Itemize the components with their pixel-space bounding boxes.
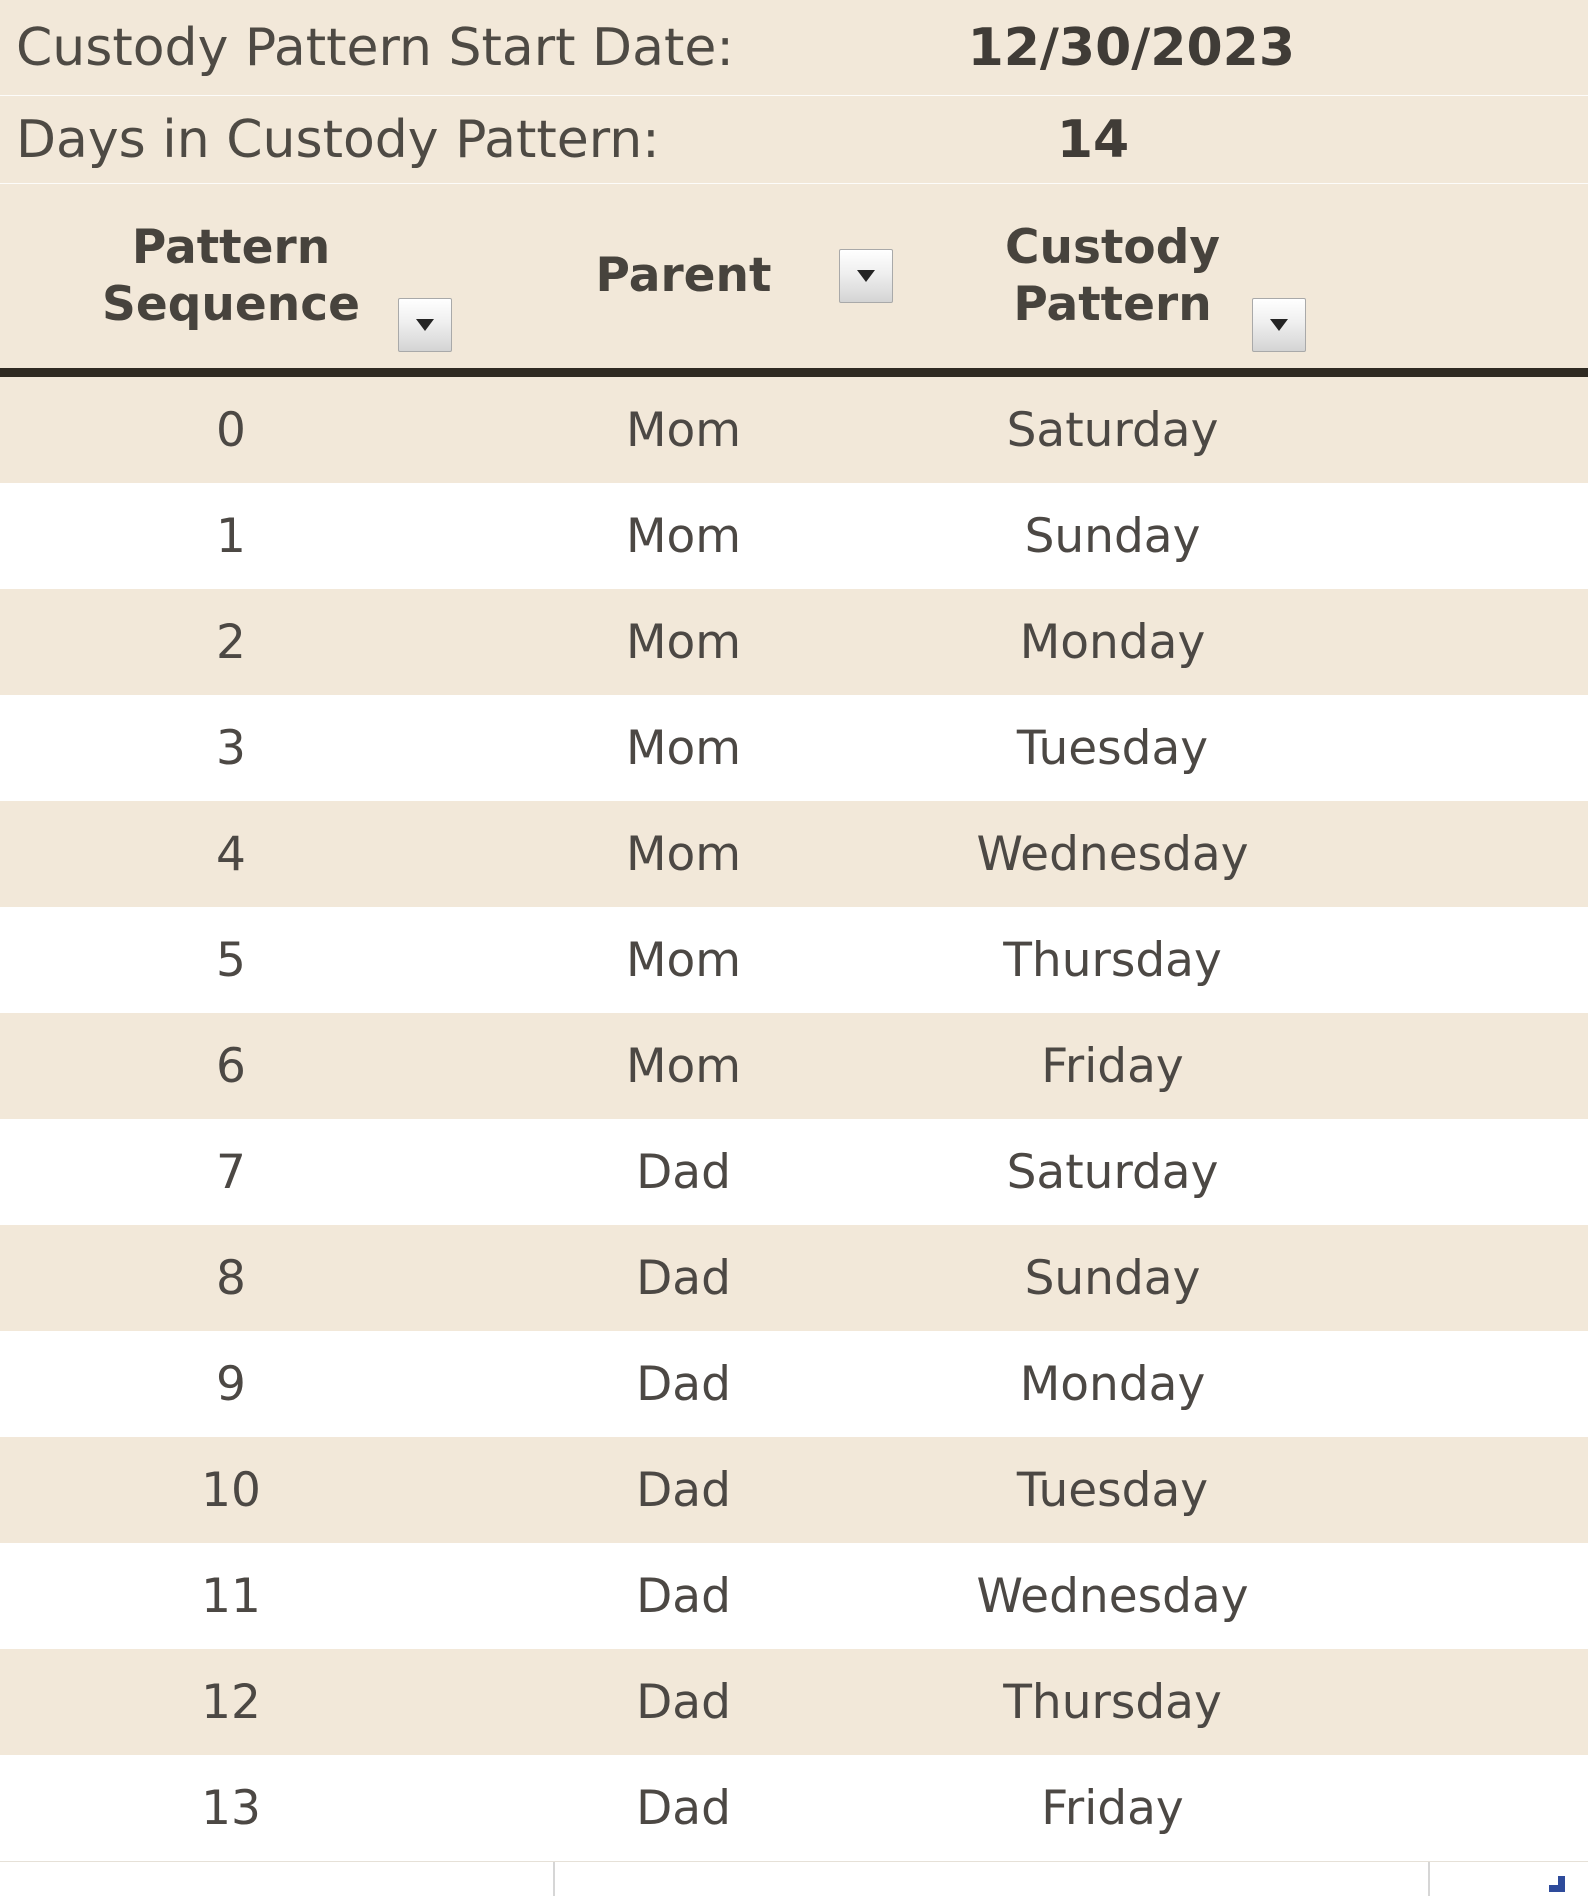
cell-day[interactable]: Monday xyxy=(1019,614,1206,670)
filter-dropdown-arrow-icon xyxy=(857,270,875,282)
cell-parent[interactable]: Mom xyxy=(625,1038,742,1094)
cell-day[interactable]: Thursday xyxy=(1003,932,1222,988)
days-in-pattern-row: Days in Custody Pattern: 14 xyxy=(0,96,1588,184)
cell-day[interactable]: Friday xyxy=(1041,1038,1184,1094)
table-row: 6 Mom Friday xyxy=(0,1013,1588,1119)
table-row: 5 Mom Thursday xyxy=(0,907,1588,1013)
cell-sequence[interactable]: 8 xyxy=(216,1250,246,1306)
column-header-parent: Parent xyxy=(462,184,905,368)
filter-dropdown-arrow-icon xyxy=(416,319,434,331)
cell-day[interactable]: Wednesday xyxy=(976,826,1249,882)
start-date-label: Custody Pattern Start Date: xyxy=(16,17,734,78)
table-row: 2 Mom Monday xyxy=(0,589,1588,695)
cell-parent[interactable]: Dad xyxy=(636,1568,731,1624)
cell-sequence[interactable]: 2 xyxy=(216,614,246,670)
cell-parent[interactable]: Dad xyxy=(636,1356,731,1412)
table-row: 1 Mom Sunday xyxy=(0,483,1588,589)
cell-parent[interactable]: Mom xyxy=(625,402,742,458)
cell-sequence[interactable]: 0 xyxy=(216,402,246,458)
table-row: 10 Dad Tuesday xyxy=(0,1437,1588,1543)
cell-sequence[interactable]: 13 xyxy=(201,1780,261,1836)
header-filler xyxy=(1320,184,1588,368)
table-resize-handle[interactable] xyxy=(1549,1876,1565,1892)
cell-day[interactable]: Tuesday xyxy=(1016,1462,1209,1518)
table-row: 9 Dad Monday xyxy=(0,1331,1588,1437)
cell-sequence[interactable]: 12 xyxy=(201,1674,261,1730)
column-header-label: Pattern xyxy=(1013,277,1212,332)
cell-day[interactable]: Monday xyxy=(1019,1356,1206,1412)
gridline xyxy=(1428,1862,1430,1896)
table-row: 13 Dad Friday xyxy=(0,1755,1588,1861)
days-in-pattern-value[interactable]: 14 xyxy=(1056,109,1130,170)
cell-parent[interactable]: Mom xyxy=(625,614,742,670)
cell-sequence[interactable]: 10 xyxy=(201,1462,261,1518)
cell-sequence[interactable]: 6 xyxy=(216,1038,246,1094)
cell-day[interactable]: Wednesday xyxy=(976,1568,1249,1624)
cell-sequence[interactable]: 4 xyxy=(216,826,246,882)
filter-button-custody-pattern[interactable] xyxy=(1252,298,1306,352)
cell-day[interactable]: Sunday xyxy=(1024,1250,1201,1306)
cell-parent[interactable]: Dad xyxy=(636,1250,731,1306)
cell-parent[interactable]: Dad xyxy=(636,1780,731,1836)
cell-parent[interactable]: Dad xyxy=(636,1144,731,1200)
start-date-value[interactable]: 12/30/2023 xyxy=(967,17,1295,78)
column-header-label: Custody xyxy=(1005,219,1220,275)
cell-day[interactable]: Tuesday xyxy=(1016,720,1209,776)
filter-button-pattern-sequence[interactable] xyxy=(398,298,452,352)
table-body: 0 Mom Saturday 1 Mom Sunday 2 Mom Monday… xyxy=(0,377,1588,1861)
column-header-label: Sequence xyxy=(102,277,360,332)
gridline xyxy=(553,1862,555,1896)
table-row: 0 Mom Saturday xyxy=(0,377,1588,483)
column-header-label: Parent xyxy=(595,248,772,304)
cell-parent[interactable]: Mom xyxy=(625,508,742,564)
days-in-pattern-label: Days in Custody Pattern: xyxy=(16,109,660,170)
cell-parent[interactable]: Mom xyxy=(625,720,742,776)
cell-parent[interactable]: Dad xyxy=(636,1674,731,1730)
cell-sequence[interactable]: 3 xyxy=(216,720,246,776)
cell-parent[interactable]: Mom xyxy=(625,826,742,882)
cell-sequence[interactable]: 11 xyxy=(201,1568,261,1624)
table-row: 4 Mom Wednesday xyxy=(0,801,1588,907)
table-header-row: Pattern Sequence Parent Custody Pattern xyxy=(0,184,1588,377)
table-row: 3 Mom Tuesday xyxy=(0,695,1588,801)
table-row: 11 Dad Wednesday xyxy=(0,1543,1588,1649)
cell-day[interactable]: Friday xyxy=(1041,1780,1184,1836)
table-row: 12 Dad Thursday xyxy=(0,1649,1588,1755)
column-header-pattern-sequence: Pattern Sequence xyxy=(0,184,462,368)
start-date-row: Custody Pattern Start Date: 12/30/2023 xyxy=(0,0,1588,96)
bottom-gridline-strip xyxy=(0,1861,1588,1896)
cell-sequence[interactable]: 1 xyxy=(216,508,246,564)
filter-dropdown-arrow-icon xyxy=(1270,319,1288,331)
cell-parent[interactable]: Dad xyxy=(636,1462,731,1518)
cell-day[interactable]: Saturday xyxy=(1006,402,1219,458)
cell-day[interactable]: Saturday xyxy=(1006,1144,1219,1200)
column-header-label: Pattern xyxy=(131,219,331,275)
table-row: 7 Dad Saturday xyxy=(0,1119,1588,1225)
cell-day[interactable]: Sunday xyxy=(1024,508,1201,564)
cell-sequence[interactable]: 9 xyxy=(216,1356,246,1412)
cell-sequence[interactable]: 7 xyxy=(216,1144,246,1200)
column-header-custody-pattern: Custody Pattern xyxy=(905,184,1320,368)
cell-sequence[interactable]: 5 xyxy=(216,932,246,988)
cell-day[interactable]: Thursday xyxy=(1003,1674,1222,1730)
cell-parent[interactable]: Mom xyxy=(625,932,742,988)
table-row: 8 Dad Sunday xyxy=(0,1225,1588,1331)
filter-button-parent[interactable] xyxy=(839,249,893,303)
